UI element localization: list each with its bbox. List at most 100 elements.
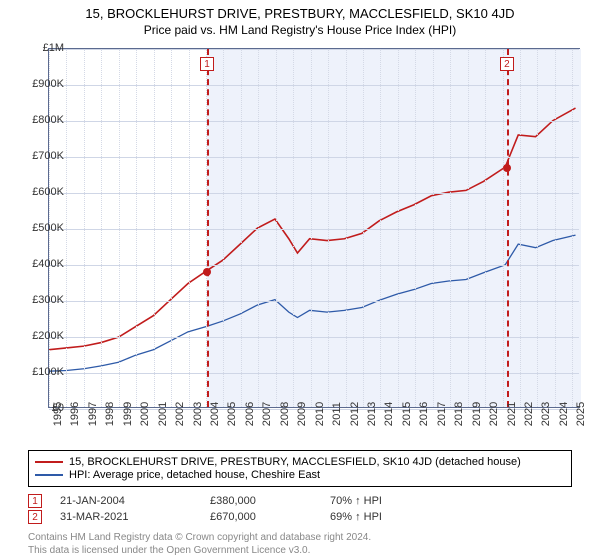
event-date: 21-JAN-2004 bbox=[60, 495, 210, 507]
ytick-label: £600K bbox=[32, 186, 64, 198]
xtick-label: 2017 bbox=[436, 402, 448, 426]
event-pct: 70% ↑ HPI bbox=[330, 495, 440, 507]
xtick-label: 2023 bbox=[540, 402, 552, 426]
legend-item-property: 15, BROCKLEHURST DRIVE, PRESTBURY, MACCL… bbox=[35, 456, 565, 468]
gridline-y bbox=[49, 85, 579, 86]
gridline-x bbox=[311, 49, 312, 407]
ytick-label: £800K bbox=[32, 114, 64, 126]
gridline-y bbox=[49, 373, 579, 374]
gridline-x bbox=[363, 49, 364, 407]
gridline-x bbox=[398, 49, 399, 407]
gridline-y bbox=[49, 157, 579, 158]
gridline-x bbox=[433, 49, 434, 407]
event-price: £380,000 bbox=[210, 495, 330, 507]
gridline-x bbox=[415, 49, 416, 407]
ytick-label: £100K bbox=[32, 366, 64, 378]
footer-attribution: Contains HM Land Registry data © Crown c… bbox=[28, 532, 371, 557]
gridline-x bbox=[537, 49, 538, 407]
gridline-x bbox=[572, 49, 573, 407]
chart-title: 15, BROCKLEHURST DRIVE, PRESTBURY, MACCL… bbox=[10, 6, 590, 21]
ytick-label: £400K bbox=[32, 258, 64, 270]
events-table: 121-JAN-2004£380,00070% ↑ HPI 2 31-MAR-202… bbox=[28, 492, 440, 526]
gridline-y bbox=[49, 265, 579, 266]
xtick-label: 2012 bbox=[349, 402, 361, 426]
gridline-x bbox=[346, 49, 347, 407]
plot-area: 12 bbox=[48, 48, 580, 408]
xtick-label: 2002 bbox=[174, 402, 186, 426]
gridline-y bbox=[49, 301, 579, 302]
gridline-y bbox=[49, 49, 579, 50]
event-date: 31-MAR-2021 bbox=[60, 511, 210, 523]
xtick-label: 2008 bbox=[279, 402, 291, 426]
event-line-1 bbox=[207, 49, 209, 407]
gridline-x bbox=[293, 49, 294, 407]
xtick-label: 1998 bbox=[104, 402, 116, 426]
event-row-marker: 2 bbox=[28, 510, 42, 524]
footer-line2: This data is licensed under the Open Gov… bbox=[28, 545, 371, 558]
event-price: £670,000 bbox=[210, 511, 330, 523]
gridline-x bbox=[136, 49, 137, 407]
xtick-label: 2010 bbox=[314, 402, 326, 426]
xtick-label: 2024 bbox=[558, 402, 570, 426]
legend-label-property: 15, BROCKLEHURST DRIVE, PRESTBURY, MACCL… bbox=[69, 456, 521, 468]
footer-line1: Contains HM Land Registry data © Crown c… bbox=[28, 532, 371, 545]
gridline-x bbox=[276, 49, 277, 407]
gridline-x bbox=[119, 49, 120, 407]
gridline-x bbox=[241, 49, 242, 407]
xtick-label: 2020 bbox=[488, 402, 500, 426]
legend: 15, BROCKLEHURST DRIVE, PRESTBURY, MACCL… bbox=[28, 450, 572, 487]
ytick-label: £1M bbox=[43, 42, 64, 54]
event-marker-2: 2 bbox=[500, 57, 514, 71]
xtick-label: 2007 bbox=[261, 402, 273, 426]
gridline-x bbox=[223, 49, 224, 407]
event-dot-1 bbox=[203, 268, 211, 276]
xtick-label: 2022 bbox=[523, 402, 535, 426]
xtick-label: 2018 bbox=[453, 402, 465, 426]
gridline-y bbox=[49, 229, 579, 230]
gridline-x bbox=[328, 49, 329, 407]
gridline-x bbox=[66, 49, 67, 407]
gridline-y bbox=[49, 193, 579, 194]
event-dot-2 bbox=[503, 164, 511, 172]
gridline-x bbox=[450, 49, 451, 407]
xtick-label: 2019 bbox=[471, 402, 483, 426]
xtick-label: 2006 bbox=[244, 402, 256, 426]
event-pct: 69% ↑ HPI bbox=[330, 511, 440, 523]
gridline-x bbox=[380, 49, 381, 407]
title-block: 15, BROCKLEHURST DRIVE, PRESTBURY, MACCL… bbox=[0, 0, 600, 39]
legend-item-hpi: HPI: Average price, detached house, Ches… bbox=[35, 469, 565, 481]
xtick-label: 2003 bbox=[192, 402, 204, 426]
xtick-label: 2005 bbox=[226, 402, 238, 426]
gridline-x bbox=[485, 49, 486, 407]
ytick-label: £500K bbox=[32, 222, 64, 234]
gridline-x bbox=[171, 49, 172, 407]
gridline-x bbox=[468, 49, 469, 407]
gridline-x bbox=[520, 49, 521, 407]
xtick-label: 2025 bbox=[575, 402, 587, 426]
gridline-y bbox=[49, 121, 579, 122]
xtick-label: 1999 bbox=[122, 402, 134, 426]
gridline-x bbox=[189, 49, 190, 407]
gridline-y bbox=[49, 337, 579, 338]
gridline-x bbox=[555, 49, 556, 407]
gridline-x bbox=[84, 49, 85, 407]
gridline-x bbox=[258, 49, 259, 407]
gridline-x bbox=[154, 49, 155, 407]
chart-subtitle: Price paid vs. HM Land Registry's House … bbox=[10, 23, 590, 37]
price-vs-hpi-chart: 15, BROCKLEHURST DRIVE, PRESTBURY, MACCL… bbox=[0, 0, 600, 560]
ytick-label: £300K bbox=[32, 294, 64, 306]
xtick-label: 1996 bbox=[69, 402, 81, 426]
ytick-label: £700K bbox=[32, 150, 64, 162]
xtick-label: 1997 bbox=[87, 402, 99, 426]
xtick-label: 2001 bbox=[157, 402, 169, 426]
event-marker-1: 1 bbox=[200, 57, 214, 71]
xtick-label: 2009 bbox=[296, 402, 308, 426]
legend-label-hpi: HPI: Average price, detached house, Ches… bbox=[69, 469, 320, 481]
ytick-label: £900K bbox=[32, 78, 64, 90]
gridline-x bbox=[503, 49, 504, 407]
legend-swatch-hpi bbox=[35, 474, 63, 476]
event-row-1: 121-JAN-2004£380,00070% ↑ HPI bbox=[28, 494, 440, 508]
line-series-svg bbox=[49, 49, 579, 407]
xtick-label: 2000 bbox=[139, 402, 151, 426]
event-row-2: 2 31-MAR-2021£670,00069% ↑ HPI bbox=[28, 510, 440, 524]
